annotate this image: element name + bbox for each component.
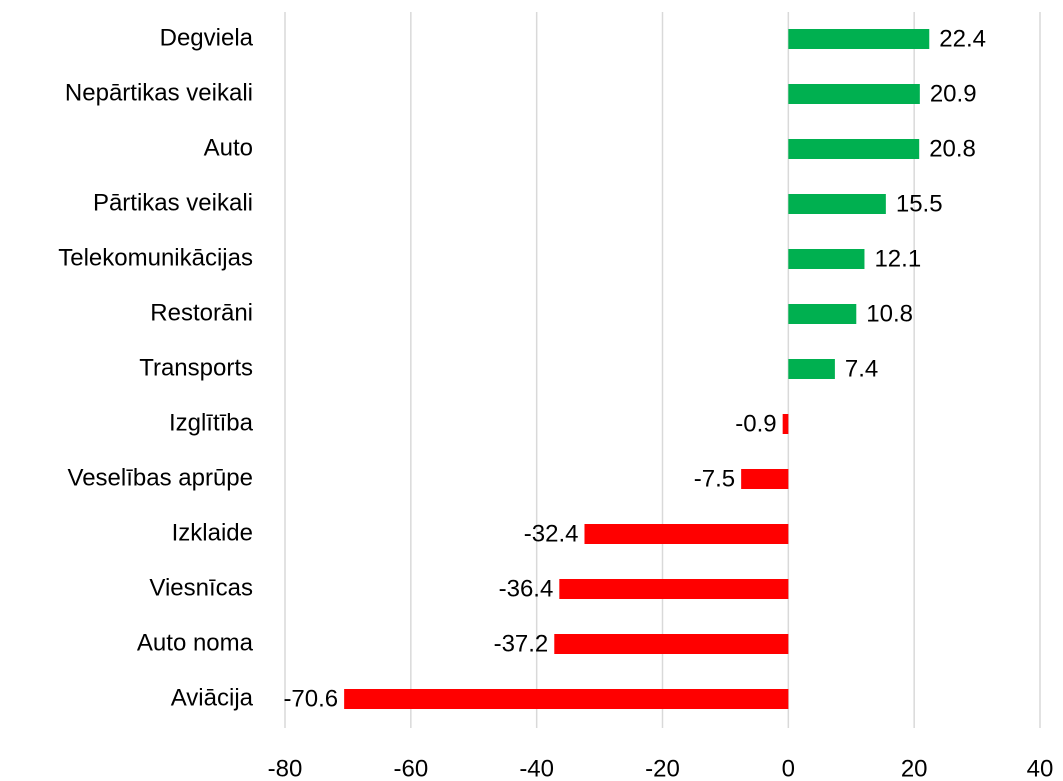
y-tick-label: Veselības aprūpe xyxy=(68,464,253,491)
bar xyxy=(559,579,789,599)
value-label: 10.8 xyxy=(866,300,913,327)
y-tick-label: Auto xyxy=(204,134,253,161)
bar xyxy=(782,414,789,434)
y-tick-label: Viesnīcas xyxy=(149,574,253,601)
x-tick-label: 20 xyxy=(901,755,928,781)
value-label: -70.6 xyxy=(283,685,338,712)
y-tick-label: Nepārtikas veikali xyxy=(65,79,253,106)
bar xyxy=(788,359,835,379)
value-label: 12.1 xyxy=(874,245,921,272)
y-tick-label: Telekomunikācijas xyxy=(58,244,253,271)
x-tick-label: -60 xyxy=(393,755,428,781)
y-tick-label: Restorāni xyxy=(150,299,253,326)
x-tick-label: -80 xyxy=(268,755,303,781)
bar xyxy=(788,304,857,324)
bar xyxy=(554,634,789,654)
value-label: 7.4 xyxy=(845,355,878,382)
bar xyxy=(788,194,886,214)
value-label: -36.4 xyxy=(499,575,554,602)
bar xyxy=(788,29,930,49)
y-tick-label: Izglītība xyxy=(169,409,254,436)
bar xyxy=(741,469,789,489)
value-label: 15.5 xyxy=(896,190,943,217)
y-tick-label: Pārtikas veikali xyxy=(93,189,253,216)
x-tick-label: 0 xyxy=(782,755,795,781)
value-label: 20.9 xyxy=(930,80,977,107)
value-label: -37.2 xyxy=(494,630,549,657)
y-tick-label: Transports xyxy=(139,354,253,381)
value-label: -32.4 xyxy=(524,520,579,547)
y-tick-label: Auto noma xyxy=(137,629,254,656)
bar xyxy=(584,524,789,544)
bar xyxy=(788,249,865,269)
bar xyxy=(788,139,920,159)
value-label: 22.4 xyxy=(939,25,986,52)
bar xyxy=(344,689,789,709)
value-label: -7.5 xyxy=(694,465,735,492)
value-label: -0.9 xyxy=(735,410,776,437)
y-tick-label: Izklaide xyxy=(172,519,253,546)
y-tick-label: Aviācija xyxy=(171,684,254,711)
value-label: 20.8 xyxy=(929,135,976,162)
y-tick-label: Degviela xyxy=(160,24,254,51)
x-tick-label: -20 xyxy=(645,755,680,781)
x-tick-label: 40 xyxy=(1027,755,1054,781)
bar xyxy=(788,84,920,104)
x-tick-label: -40 xyxy=(519,755,554,781)
